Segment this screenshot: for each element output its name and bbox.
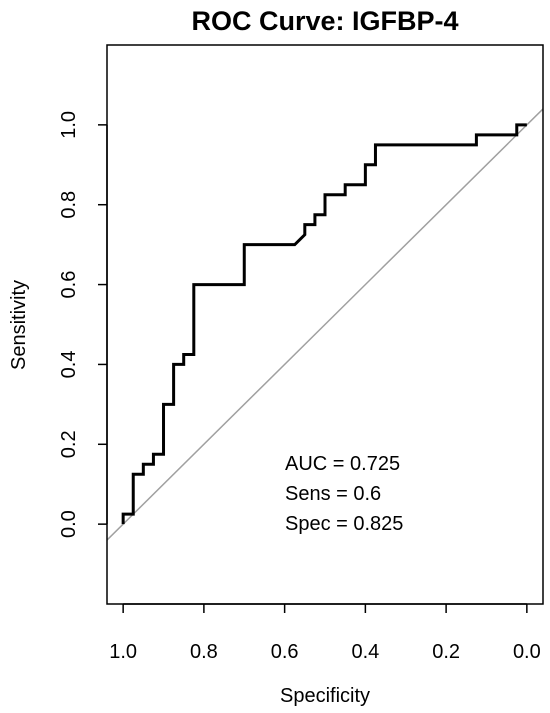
plot-area [107, 108, 543, 541]
x-tick-label: 1.0 [109, 641, 137, 663]
chart-title: ROC Curve: IGFBP-4 [191, 6, 458, 36]
y-axis-label: Sensitivity [8, 280, 30, 370]
x-tick-label: 0.8 [190, 641, 218, 663]
y-tick-label: 0.0 [58, 510, 80, 538]
sensitivity-annotation: Sens = 0.6 [285, 483, 381, 505]
y-tick-label: 0.6 [58, 271, 80, 299]
y-tick-label: 0.8 [58, 191, 80, 219]
x-tick-label: 0.4 [351, 641, 379, 663]
y-tick-label: 0.2 [58, 430, 80, 458]
reference-diagonal-line [107, 108, 543, 541]
x-tick-label: 0.6 [271, 641, 299, 663]
y-tick-label: 1.0 [58, 111, 80, 139]
y-tick-label: 0.4 [58, 351, 80, 379]
x-axis: 1.0 0.8 0.6 0.4 0.2 0.0 [109, 603, 541, 663]
x-tick-label: 0.0 [513, 641, 541, 663]
auc-annotation: AUC = 0.725 [285, 453, 400, 475]
x-tick-label: 0.2 [432, 641, 460, 663]
x-axis-label: Specificity [280, 685, 370, 707]
roc-curve-line [121, 123, 527, 525]
y-axis: 0.0 0.2 0.4 0.6 0.8 1.0 [58, 111, 108, 538]
specificity-annotation: Spec = 0.825 [285, 513, 403, 535]
